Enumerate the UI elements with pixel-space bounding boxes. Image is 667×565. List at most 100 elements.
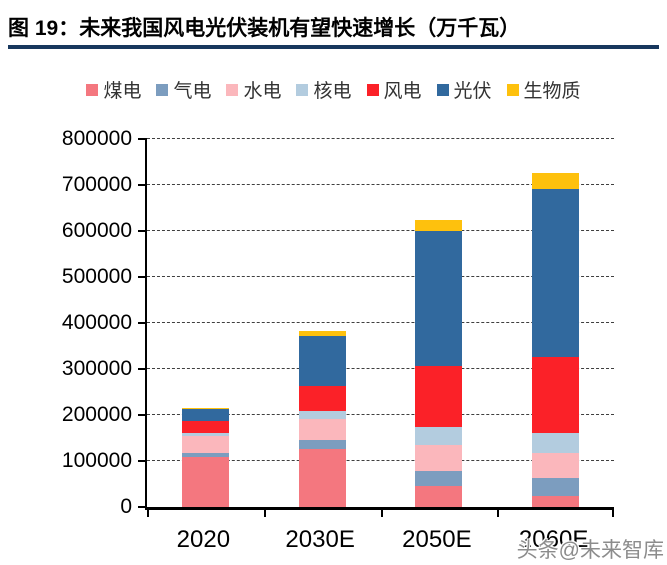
bar-segment-wind: [298, 385, 346, 411]
legend-label-coal: 煤电: [103, 81, 142, 102]
y-axis-tick: [138, 276, 147, 278]
bar-segment-wind: [415, 365, 463, 427]
watermark: 头条@未来智库: [516, 539, 664, 562]
legend-label-solar: 光伏: [453, 81, 492, 102]
legend-swatch-wind: [366, 83, 379, 96]
y-axis-tick-label: 100000: [61, 449, 132, 472]
figure-title: 图 19：未来我国风电光伏装机有望快速增长（万千瓦）: [8, 17, 521, 40]
x-axis-tick: [147, 510, 149, 517]
bar-segment-nuclear: [532, 432, 580, 454]
y-axis-tick-label: 200000: [61, 403, 132, 426]
legend-label-gas: 气电: [173, 81, 212, 102]
x-axis-category-label-2060E: 2060E: [518, 526, 589, 553]
chart-legend: 煤电 气电 水电 核电 风电 光伏 生物质: [0, 76, 667, 103]
y-axis-tick-label: 500000: [61, 265, 132, 288]
y-axis-tick: [138, 414, 147, 416]
bar-segment-wind: [181, 420, 229, 434]
legend-label-wind: 风电: [383, 81, 422, 102]
gridline: [147, 414, 614, 415]
y-axis-tick: [138, 506, 147, 508]
legend-label-hydro: 水电: [243, 81, 282, 102]
bar-segment-gas: [532, 478, 580, 497]
y-axis-tick-label: 300000: [61, 357, 132, 380]
legend-swatch-biomass: [506, 83, 519, 96]
legend-item-hydro: 水电: [226, 76, 281, 103]
stacked-bar-2050E: [415, 220, 463, 507]
legend-swatch-nuclear: [296, 83, 309, 96]
bar-segment-coal: [181, 457, 229, 507]
stacked-bar-2030E: [298, 330, 346, 507]
x-axis-tick: [381, 510, 383, 517]
bar-segment-biomass: [181, 407, 229, 410]
legend-item-coal: 煤电: [86, 76, 141, 103]
y-axis-tick: [138, 138, 147, 140]
bar-segment-gas: [181, 452, 229, 458]
x-axis-category-label-2020: 2020: [176, 526, 231, 553]
gridline: [147, 368, 614, 369]
x-axis-labels: 2020 2030E 2050E 2060E: [145, 526, 612, 554]
gridline: [147, 276, 614, 277]
legend-label-nuclear: 核电: [313, 81, 352, 102]
x-axis-tick: [612, 510, 614, 517]
legend-swatch-coal: [86, 83, 99, 96]
gridline: [147, 460, 614, 461]
bar-segment-nuclear: [181, 433, 229, 436]
bar-segment-biomass: [532, 172, 580, 189]
gridline: [147, 230, 614, 231]
y-axis-tick: [138, 184, 147, 186]
legend-item-nuclear: 核电: [296, 76, 352, 103]
y-axis-labels: 0 100000 200000 300000 400000 500000 600000 700…: [0, 127, 137, 518]
bar-category-2020: [147, 139, 264, 507]
legend-swatch-hydro: [226, 83, 239, 96]
legend-swatch-gas: [156, 83, 169, 96]
y-axis-tick: [138, 368, 147, 370]
legend-item-wind: 风电: [366, 76, 422, 103]
bar-segment-nuclear: [298, 410, 346, 420]
bar-segment-gas: [415, 470, 463, 486]
bar-segment-hydro: [532, 453, 580, 479]
x-axis-category-label-2030E: 2030E: [285, 526, 355, 553]
bar-segment-biomass: [415, 220, 463, 232]
bar-segment-coal: [532, 496, 580, 507]
bar-segment-solar: [415, 231, 463, 366]
title-underline: [8, 45, 659, 49]
y-axis-tick-label: 700000: [61, 173, 132, 196]
gridline: [147, 138, 614, 139]
x-axis-tick: [264, 510, 266, 517]
legend-item-biomass: 生物质: [506, 76, 581, 103]
x-axis-category-label-2050E: 2050E: [402, 526, 472, 553]
plot-area: [138, 138, 614, 517]
bar-segment-coal: [415, 485, 463, 507]
x-axis-tick: [497, 510, 499, 517]
y-axis-tick-label: 800000: [61, 127, 132, 150]
bar-segment-coal: [298, 448, 346, 507]
y-axis-tick-label: 0: [120, 495, 132, 518]
bar-segment-solar: [532, 188, 580, 357]
gridline: [147, 184, 614, 185]
legend-item-gas: 气电: [156, 76, 211, 103]
bar-segment-hydro: [298, 419, 346, 440]
bar-category-2030E: [264, 139, 381, 507]
legend-label-biomass: 生物质: [523, 81, 581, 102]
bar-segment-hydro: [415, 445, 463, 471]
y-axis-tick: [138, 322, 147, 324]
bar-segment-solar: [298, 336, 346, 386]
legend-swatch-solar: [436, 83, 449, 96]
bar-segment-solar: [181, 409, 229, 421]
bar-segment-wind: [532, 356, 580, 433]
y-axis-tick: [138, 230, 147, 232]
y-axis-tick: [138, 460, 147, 462]
bar-segment-hydro: [181, 435, 229, 453]
bar-segment-biomass: [298, 330, 346, 337]
bar-category-2060E: [497, 139, 614, 507]
gridline: [147, 322, 614, 323]
bar-segment-nuclear: [415, 426, 463, 446]
legend-item-solar: 光伏: [436, 76, 492, 103]
y-axis-tick-label: 600000: [61, 219, 132, 242]
bar-segment-gas: [298, 439, 346, 449]
stacked-bar-2020: [181, 407, 229, 507]
bars-layer: [147, 139, 614, 507]
y-axis-tick-label: 400000: [61, 311, 132, 334]
stacked-bar-2060E: [532, 172, 580, 507]
